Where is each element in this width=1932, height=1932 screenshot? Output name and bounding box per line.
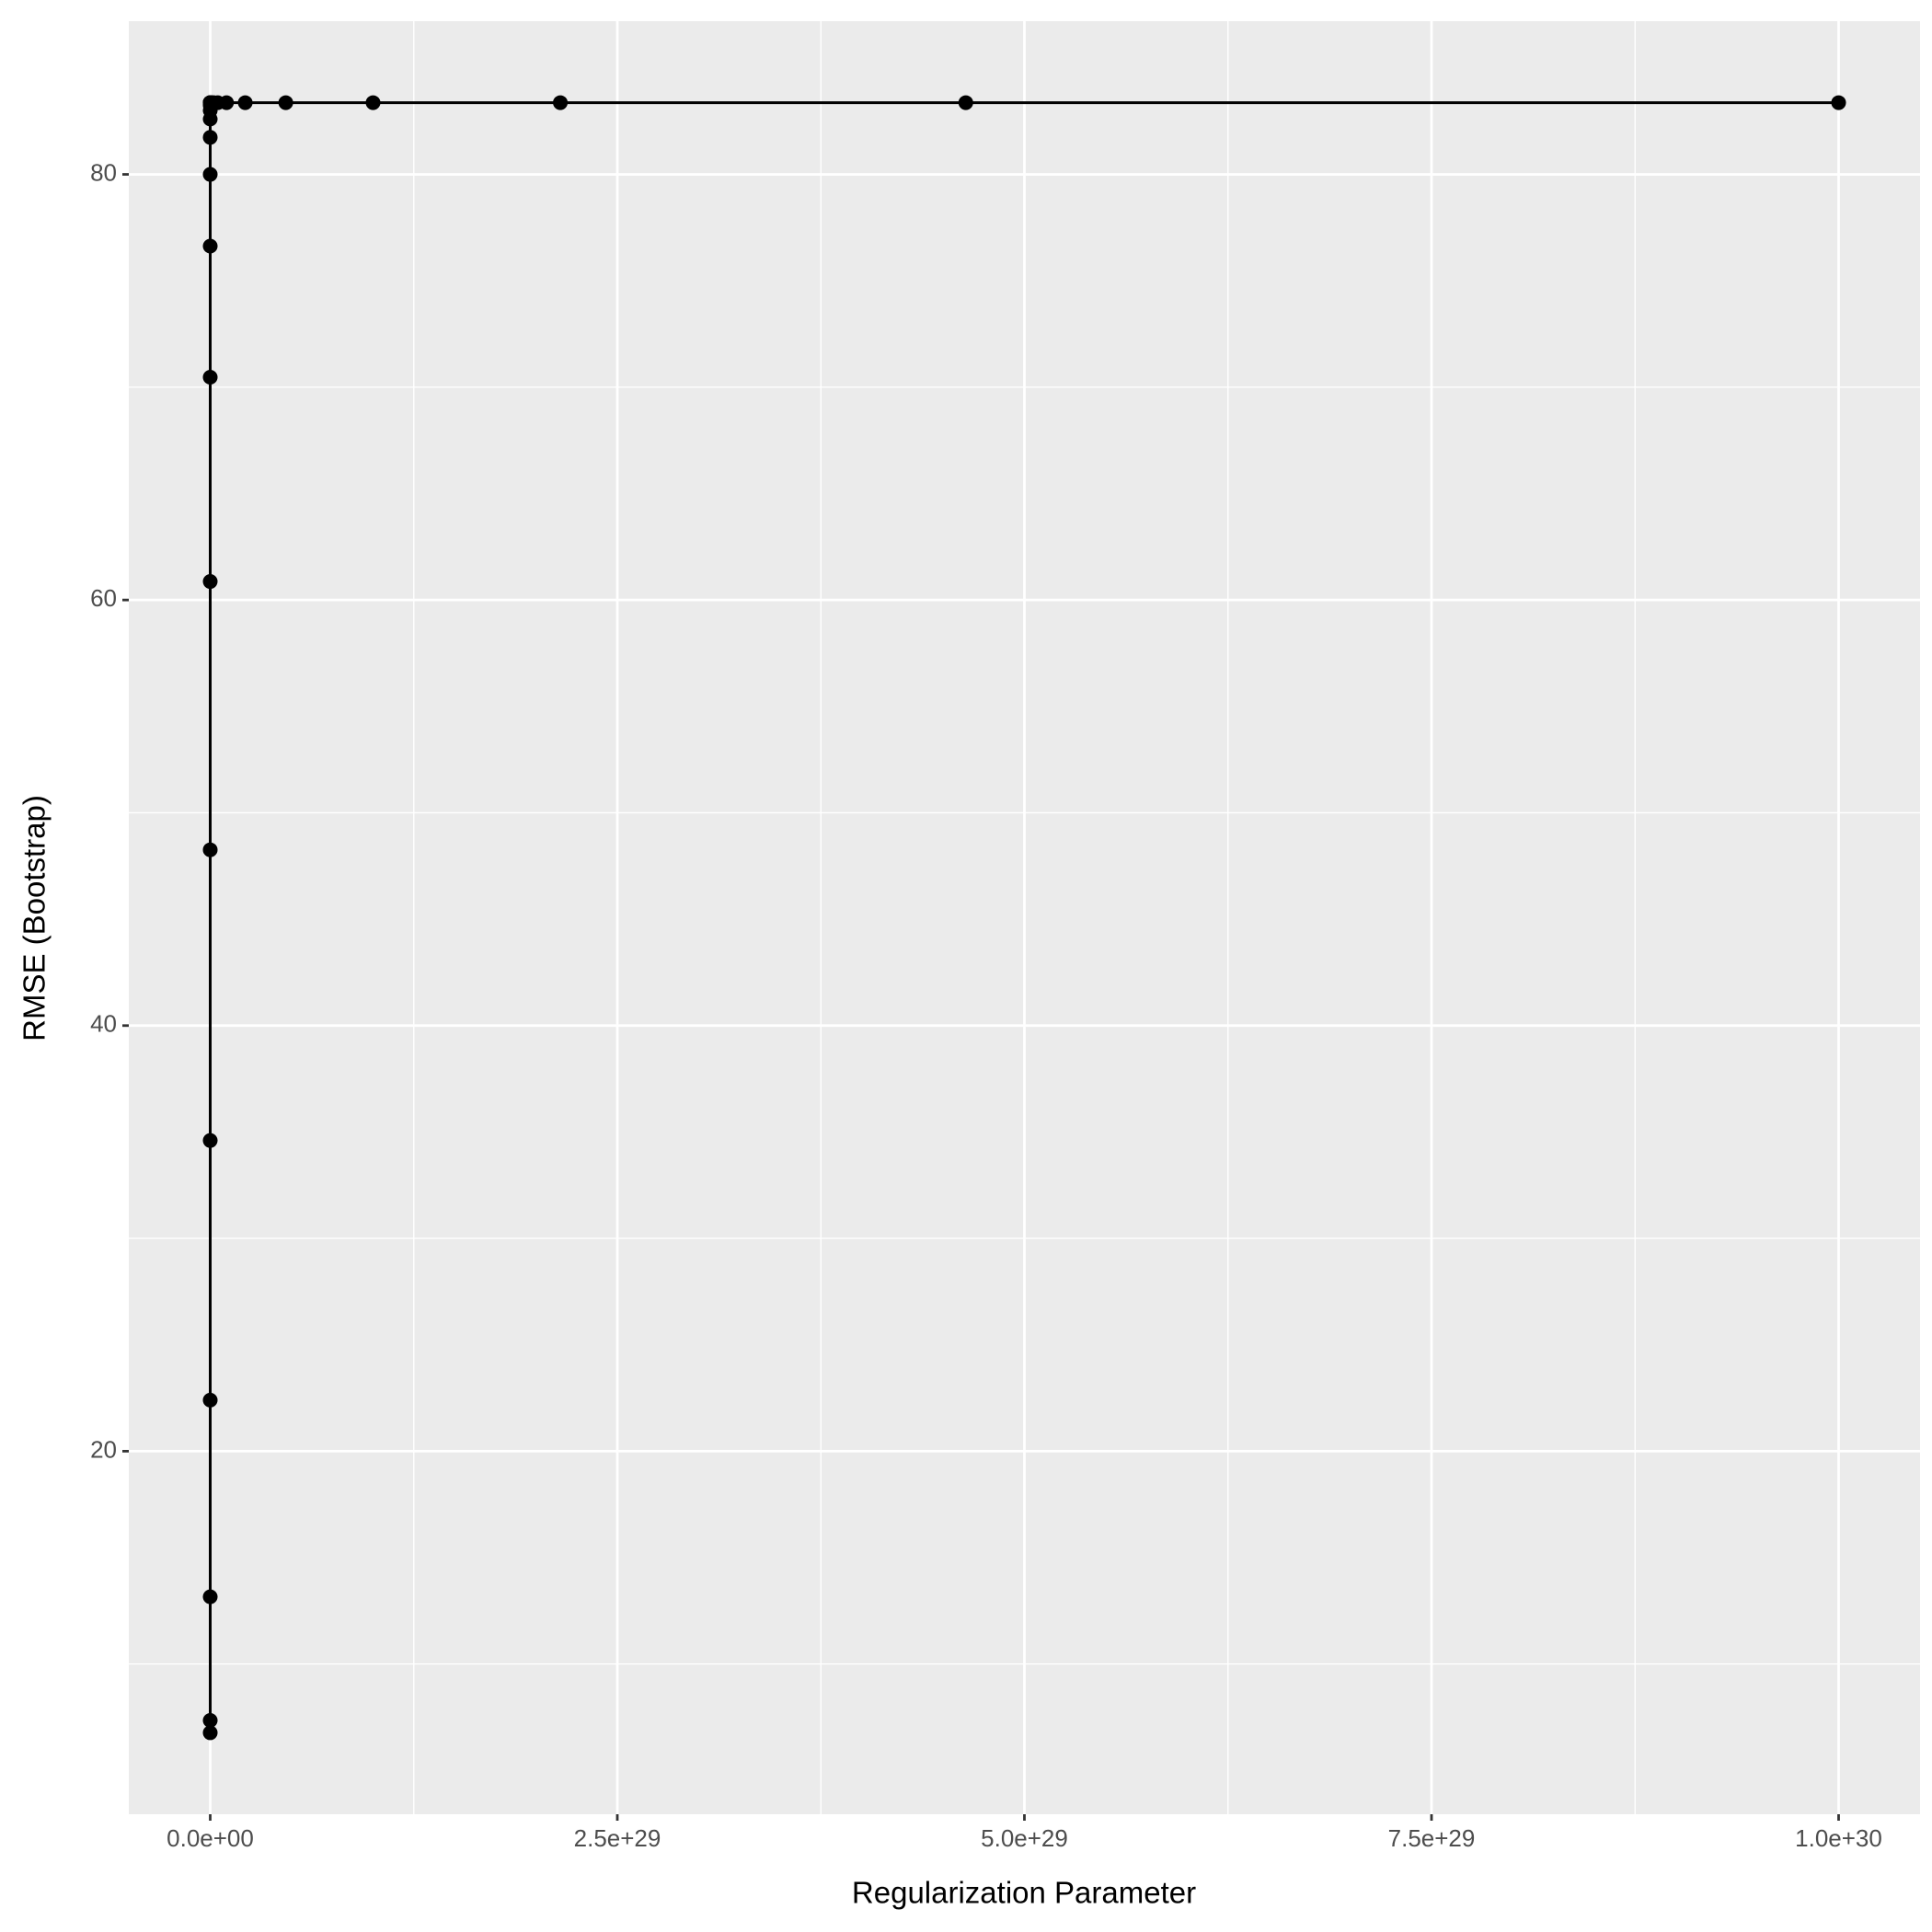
x-tick-label: 7.5e+29 — [1388, 1824, 1476, 1852]
y-tick-label: 80 — [90, 158, 117, 186]
y-axis-title: RMSE (Bootstrap) — [17, 795, 52, 1041]
point — [219, 95, 235, 110]
point — [202, 1133, 218, 1148]
point — [553, 95, 569, 110]
point — [202, 842, 218, 857]
x-tick-label: 5.0e+29 — [981, 1824, 1068, 1852]
y-tick-label: 60 — [90, 584, 117, 612]
point — [202, 574, 218, 590]
point — [202, 1725, 218, 1741]
point — [958, 95, 973, 110]
point — [202, 238, 218, 254]
point — [278, 95, 293, 110]
point — [237, 95, 253, 110]
y-tick-label: 20 — [90, 1435, 117, 1463]
point — [1831, 95, 1846, 110]
point — [202, 1392, 218, 1408]
point — [202, 369, 218, 385]
point — [202, 130, 218, 145]
x-tick-label: 0.0e+00 — [167, 1824, 254, 1852]
x-tick-label: 1.0e+30 — [1795, 1824, 1882, 1852]
x-axis-title: Regularization Parameter — [852, 1876, 1196, 1910]
point — [365, 95, 381, 110]
point — [202, 167, 218, 182]
x-tick-label: 2.5e+29 — [574, 1824, 661, 1852]
y-tick-label: 40 — [90, 1010, 117, 1038]
point — [202, 1712, 218, 1728]
point — [202, 1589, 218, 1604]
